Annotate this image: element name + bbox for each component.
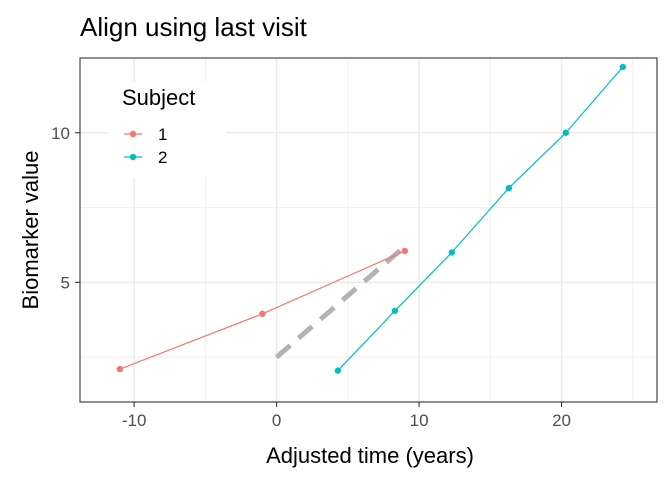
x-axis-title: Adjusted time (years) (266, 443, 474, 468)
data-point (562, 129, 570, 136)
data-point (116, 365, 124, 373)
data-point (259, 310, 266, 317)
data-point (619, 63, 627, 71)
legend-key-point (129, 153, 137, 161)
data-point (401, 247, 409, 255)
y-axis-title: Biomarker value (18, 151, 43, 310)
series-subject-2 (334, 63, 627, 374)
series-layer (116, 63, 627, 374)
data-point (448, 249, 456, 256)
x-axis: -10 0 10 20 (122, 402, 571, 430)
data-point (505, 184, 513, 192)
data-point (334, 367, 342, 374)
x-tick-label: 20 (552, 411, 571, 430)
legend-item-1: 1 (124, 125, 167, 144)
y-tick-label: 10 (51, 124, 70, 143)
legend-background (108, 82, 226, 178)
y-tick-label: 5 (61, 273, 70, 292)
legend-items: 12 (124, 125, 167, 167)
panel-border (79, 57, 658, 403)
series-line (337, 66, 624, 372)
x-tick-label: 10 (410, 411, 429, 430)
legend: Subject 12 (108, 82, 226, 178)
chart-title: Align using last visit (80, 12, 308, 42)
series-subject-1 (116, 247, 409, 373)
data-point (391, 307, 399, 314)
legend-label: 1 (158, 125, 167, 144)
legend-key-point (129, 130, 137, 138)
y-axis: 5 10 (51, 124, 80, 292)
x-tick-label: -10 (122, 411, 147, 430)
legend-title: Subject (122, 85, 195, 110)
legend-label: 2 (158, 148, 167, 167)
legend-item-2: 2 (124, 148, 167, 167)
x-tick-label: 0 (272, 411, 281, 430)
